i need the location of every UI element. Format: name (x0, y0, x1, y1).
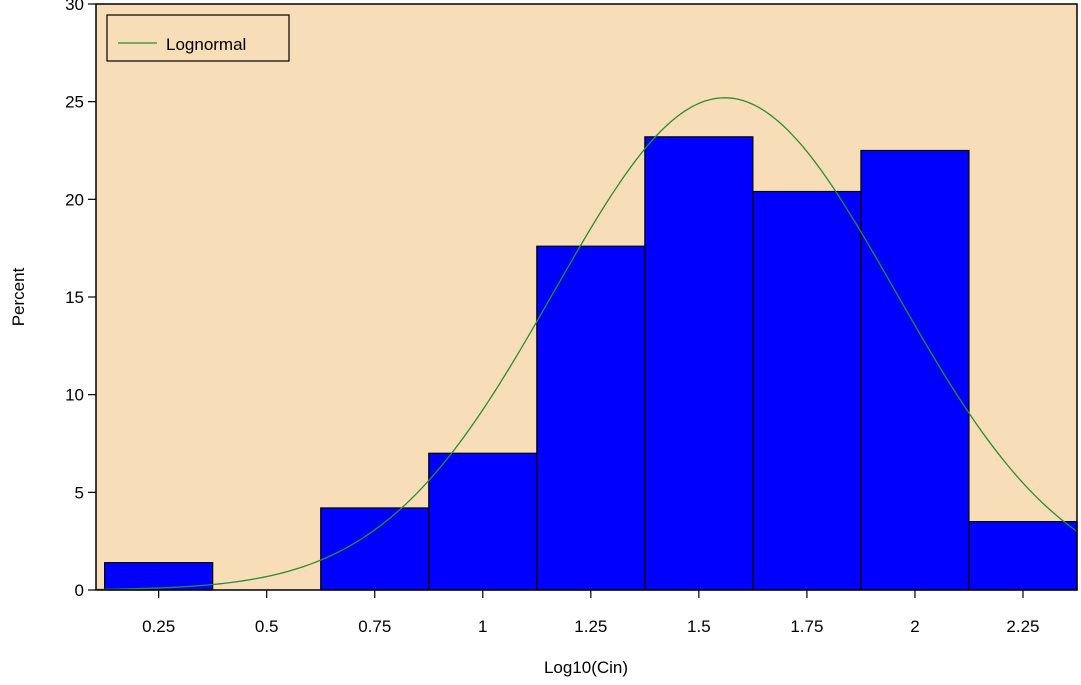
x-tick-label: 1.25 (574, 617, 607, 636)
x-tick-label: 2.25 (1006, 617, 1039, 636)
x-tick-label: 0.75 (358, 617, 391, 636)
histogram-bar (860, 149, 970, 591)
legend-box (106, 14, 290, 62)
histogram-bar (644, 136, 754, 591)
x-tick-label: 1.5 (687, 617, 711, 636)
legend-label-lognormal: Lognormal (166, 35, 246, 54)
x-tick-label: 0.25 (142, 617, 175, 636)
y-tick-label: 0 (75, 581, 84, 600)
y-axis: 0 5 10 15 20 25 30 (65, 0, 96, 600)
y-tick-label: 15 (65, 288, 84, 307)
lognormal-curve (95, 97, 1078, 591)
legend: Lognormal (106, 14, 290, 62)
y-axis-title: Percent (9, 267, 28, 326)
x-axis-title: Log10(Cin) (544, 658, 628, 677)
y-tick-label: 30 (65, 0, 84, 14)
y-tick-label: 10 (65, 386, 84, 405)
histogram-bar (968, 521, 1078, 591)
x-tick-label: 1.75 (790, 617, 823, 636)
x-tick-label: 0.5 (255, 617, 279, 636)
histogram-bar (536, 245, 646, 591)
histogram-bar (752, 190, 862, 591)
x-tick-label: 1 (478, 617, 487, 636)
bars-group (104, 136, 1078, 591)
y-tick-label: 5 (75, 483, 84, 502)
y-tick-label: 25 (65, 93, 84, 112)
histogram-bar (320, 507, 430, 591)
y-tick-label: 20 (65, 190, 84, 209)
histogram-bar (428, 452, 538, 591)
x-tick-label: 2 (910, 617, 919, 636)
x-axis: 0.25 0.5 0.75 1 1.25 1.5 1.75 2 2.25 (142, 590, 1040, 636)
